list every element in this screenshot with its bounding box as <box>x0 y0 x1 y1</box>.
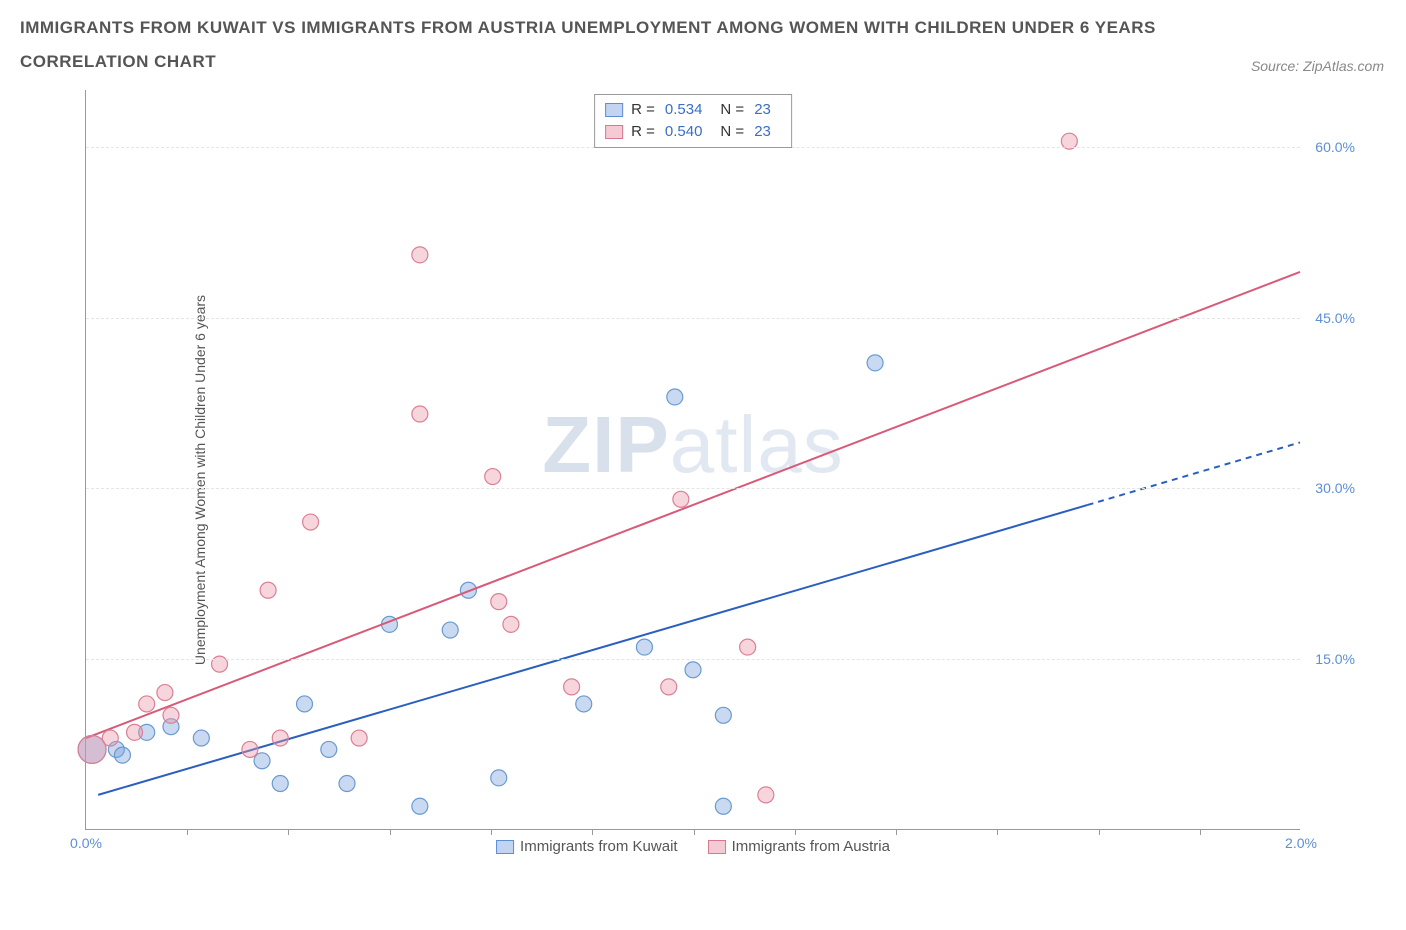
data-point <box>114 747 130 763</box>
y-tick-label: 45.0% <box>1315 310 1355 326</box>
data-point <box>564 679 580 695</box>
data-point <box>260 582 276 598</box>
x-minor-tick <box>1200 829 1201 835</box>
bottom-legend-kuwait: Immigrants from Kuwait <box>496 838 678 855</box>
x-minor-tick <box>896 829 897 835</box>
data-point <box>661 679 677 695</box>
gridline <box>86 659 1300 660</box>
data-point <box>139 696 155 712</box>
x-minor-tick <box>795 829 796 835</box>
data-point <box>193 730 209 746</box>
data-point <box>715 707 731 723</box>
correlation-legend: R = 0.534 N = 23 R = 0.540 N = 23 <box>594 94 792 148</box>
bottom-legend-austria: Immigrants from Austria <box>708 838 890 855</box>
data-point <box>491 770 507 786</box>
chart-title-line1: IMMIGRANTS FROM KUWAIT VS IMMIGRANTS FRO… <box>20 18 1386 38</box>
x-minor-tick <box>592 829 593 835</box>
data-point <box>127 724 143 740</box>
x-minor-tick <box>187 829 188 835</box>
data-point <box>715 798 731 814</box>
data-point <box>272 776 288 792</box>
chart-area: Unemployment Among Women with Children U… <box>55 90 1375 870</box>
data-point <box>254 753 270 769</box>
gridline <box>86 488 1300 489</box>
legend-row-austria: R = 0.540 N = 23 <box>605 121 781 143</box>
data-point <box>667 389 683 405</box>
data-point <box>339 776 355 792</box>
data-point <box>412 247 428 263</box>
data-point <box>485 469 501 485</box>
stat-r-value-austria: 0.540 <box>665 121 703 143</box>
chart-title-line2: CORRELATION CHART <box>20 52 1386 72</box>
data-point <box>297 696 313 712</box>
data-point <box>636 639 652 655</box>
data-point <box>303 514 319 530</box>
y-tick-label: 15.0% <box>1315 651 1355 667</box>
data-point <box>351 730 367 746</box>
data-point <box>157 685 173 701</box>
swatch-blue-icon <box>605 103 623 117</box>
data-point <box>491 594 507 610</box>
data-point <box>412 798 428 814</box>
data-point <box>867 355 883 371</box>
swatch-pink-icon <box>708 840 726 854</box>
stat-n-label: N = <box>720 99 744 121</box>
bottom-legend-label-kuwait: Immigrants from Kuwait <box>520 838 678 855</box>
x-minor-tick <box>997 829 998 835</box>
x-tick-label: 2.0% <box>1285 835 1317 851</box>
x-minor-tick <box>1099 829 1100 835</box>
data-point <box>163 707 179 723</box>
x-minor-tick <box>390 829 391 835</box>
scatter-plot: R = 0.534 N = 23 R = 0.540 N = 23 ZIPatl… <box>85 90 1300 830</box>
source-attribution: Source: ZipAtlas.com <box>1251 58 1384 74</box>
data-point <box>102 730 118 746</box>
bottom-legend: Immigrants from Kuwait Immigrants from A… <box>496 838 890 855</box>
stat-r-label: R = <box>631 99 655 121</box>
legend-row-kuwait: R = 0.534 N = 23 <box>605 99 781 121</box>
swatch-pink-icon <box>605 125 623 139</box>
stat-n-label: N = <box>720 121 744 143</box>
stat-n-value-kuwait: 23 <box>754 99 771 121</box>
y-tick-label: 60.0% <box>1315 139 1355 155</box>
bottom-legend-label-austria: Immigrants from Austria <box>732 838 890 855</box>
data-point <box>412 406 428 422</box>
data-point <box>758 787 774 803</box>
regression-line-dashed <box>1088 442 1300 505</box>
data-point <box>321 741 337 757</box>
x-minor-tick <box>694 829 695 835</box>
x-minor-tick <box>288 829 289 835</box>
stat-r-value-kuwait: 0.534 <box>665 99 703 121</box>
stat-r-label: R = <box>631 121 655 143</box>
data-point <box>673 491 689 507</box>
gridline <box>86 318 1300 319</box>
stat-n-value-austria: 23 <box>754 121 771 143</box>
y-tick-label: 30.0% <box>1315 480 1355 496</box>
data-point <box>242 741 258 757</box>
swatch-blue-icon <box>496 840 514 854</box>
data-point <box>740 639 756 655</box>
x-tick-label: 0.0% <box>70 835 102 851</box>
plot-svg <box>86 90 1300 829</box>
data-point <box>503 616 519 632</box>
x-minor-tick <box>491 829 492 835</box>
data-point <box>576 696 592 712</box>
data-point <box>685 662 701 678</box>
data-point <box>442 622 458 638</box>
data-point <box>272 730 288 746</box>
